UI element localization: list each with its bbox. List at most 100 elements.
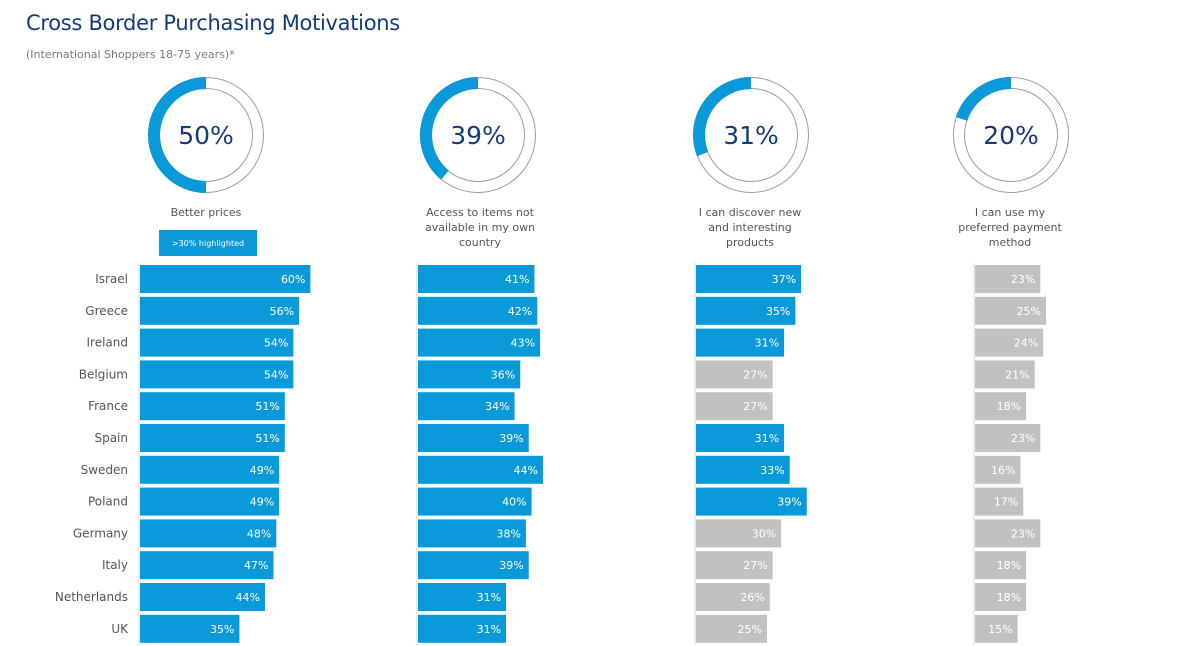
donut-value: 39%: [450, 121, 506, 150]
bar: [140, 455, 280, 484]
bar: [418, 328, 541, 357]
bar: [140, 583, 265, 611]
bar: [140, 424, 285, 452]
bar-value-label: 21%: [1005, 368, 1029, 381]
bar-value-label: 35%: [210, 623, 234, 636]
bar: [975, 328, 1044, 357]
bar: [418, 551, 529, 580]
legend-highlight-badge: >30% highlighted: [159, 230, 257, 256]
bar: [140, 296, 300, 325]
bar-value-label: 39%: [499, 559, 523, 572]
bar-value-label: 43%: [511, 337, 535, 350]
bar-value-label: 40%: [502, 496, 526, 509]
series-label: products: [726, 236, 774, 249]
bar-value-label: 23%: [1011, 527, 1035, 540]
bar: [975, 551, 1027, 580]
chart-subtitle: (International Shoppers 18-75 years)*: [26, 48, 235, 61]
donut-arc: [692, 77, 751, 157]
bar-value-label: 27%: [743, 559, 767, 572]
bar-value-label: 51%: [255, 400, 279, 413]
category-label: Germany: [73, 526, 128, 540]
bar: [418, 614, 507, 643]
donut-arc: [148, 77, 206, 193]
bar: [696, 265, 802, 293]
bar-value-label: 49%: [250, 464, 274, 477]
category-label: Greece: [85, 304, 128, 318]
category-label: Belgium: [79, 367, 128, 381]
bar: [696, 424, 785, 452]
bar-value-label: 44%: [514, 464, 538, 477]
bar-value-label: 18%: [997, 591, 1021, 604]
category-label: France: [88, 399, 128, 413]
bar-value-label: 47%: [244, 559, 268, 572]
bar-value-label: 54%: [264, 368, 288, 381]
bar-value-label: 17%: [994, 496, 1018, 509]
bar: [140, 551, 274, 580]
series-label: Better prices: [171, 206, 242, 219]
bar: [418, 487, 532, 516]
bar: [975, 296, 1046, 325]
bar: [975, 265, 1041, 293]
bar-value-label: 18%: [997, 559, 1021, 572]
bar: [418, 583, 507, 611]
bar-value-label: 39%: [499, 432, 523, 445]
bar-value-label: 15%: [988, 623, 1012, 636]
series-label: and interesting: [708, 221, 791, 234]
donut-value: 31%: [723, 121, 779, 150]
series-label: Access to items not: [426, 206, 534, 219]
bar-value-label: 31%: [755, 432, 779, 445]
bar: [696, 487, 807, 516]
bar: [975, 614, 1018, 643]
bar-value-label: 35%: [766, 305, 790, 318]
category-label: Spain: [94, 431, 128, 445]
bar: [418, 296, 538, 325]
bar-value-label: 25%: [738, 623, 762, 636]
bar: [140, 360, 294, 389]
series-label: available in my own: [425, 221, 535, 234]
bar-value-label: 31%: [477, 591, 501, 604]
bar: [140, 519, 277, 548]
donut-value: 20%: [983, 121, 1039, 150]
donut-value: 50%: [178, 121, 234, 150]
bar: [696, 296, 796, 325]
series-label: I can discover new: [699, 206, 802, 219]
series-label: method: [989, 236, 1031, 249]
bar-value-label: 56%: [270, 305, 294, 318]
category-label: Ireland: [86, 336, 128, 350]
category-label: Italy: [102, 558, 128, 572]
series-label: I can use my: [975, 206, 1046, 219]
bar-value-label: 27%: [743, 368, 767, 381]
bar: [975, 487, 1024, 516]
bar: [975, 583, 1027, 611]
bar: [696, 392, 773, 421]
bar: [696, 360, 773, 389]
bar: [418, 360, 521, 389]
bar: [975, 519, 1041, 548]
series-label: country: [459, 236, 502, 249]
bar: [975, 424, 1041, 452]
bar-value-label: 39%: [777, 496, 801, 509]
bar: [975, 392, 1027, 421]
bar-value-label: 24%: [1014, 337, 1038, 350]
bar-value-label: 44%: [236, 591, 260, 604]
bar-value-label: 37%: [772, 273, 796, 286]
bar-value-label: 26%: [740, 591, 764, 604]
bar-value-label: 36%: [491, 368, 515, 381]
bar: [975, 455, 1021, 484]
bar: [418, 455, 543, 484]
category-label: Netherlands: [55, 590, 128, 604]
bar: [140, 265, 311, 293]
bar: [696, 551, 773, 580]
bar: [696, 583, 770, 611]
bar-value-label: 51%: [255, 432, 279, 445]
series-label: preferred payment: [958, 221, 1062, 234]
bar-value-label: 41%: [505, 273, 529, 286]
bar: [418, 265, 535, 293]
bar-value-label: 27%: [743, 400, 767, 413]
bar-value-label: 30%: [752, 527, 776, 540]
bar: [140, 328, 294, 357]
chart-title: Cross Border Purchasing Motivations: [26, 11, 400, 35]
bar-value-label: 54%: [264, 337, 288, 350]
bar-value-label: 38%: [496, 527, 520, 540]
